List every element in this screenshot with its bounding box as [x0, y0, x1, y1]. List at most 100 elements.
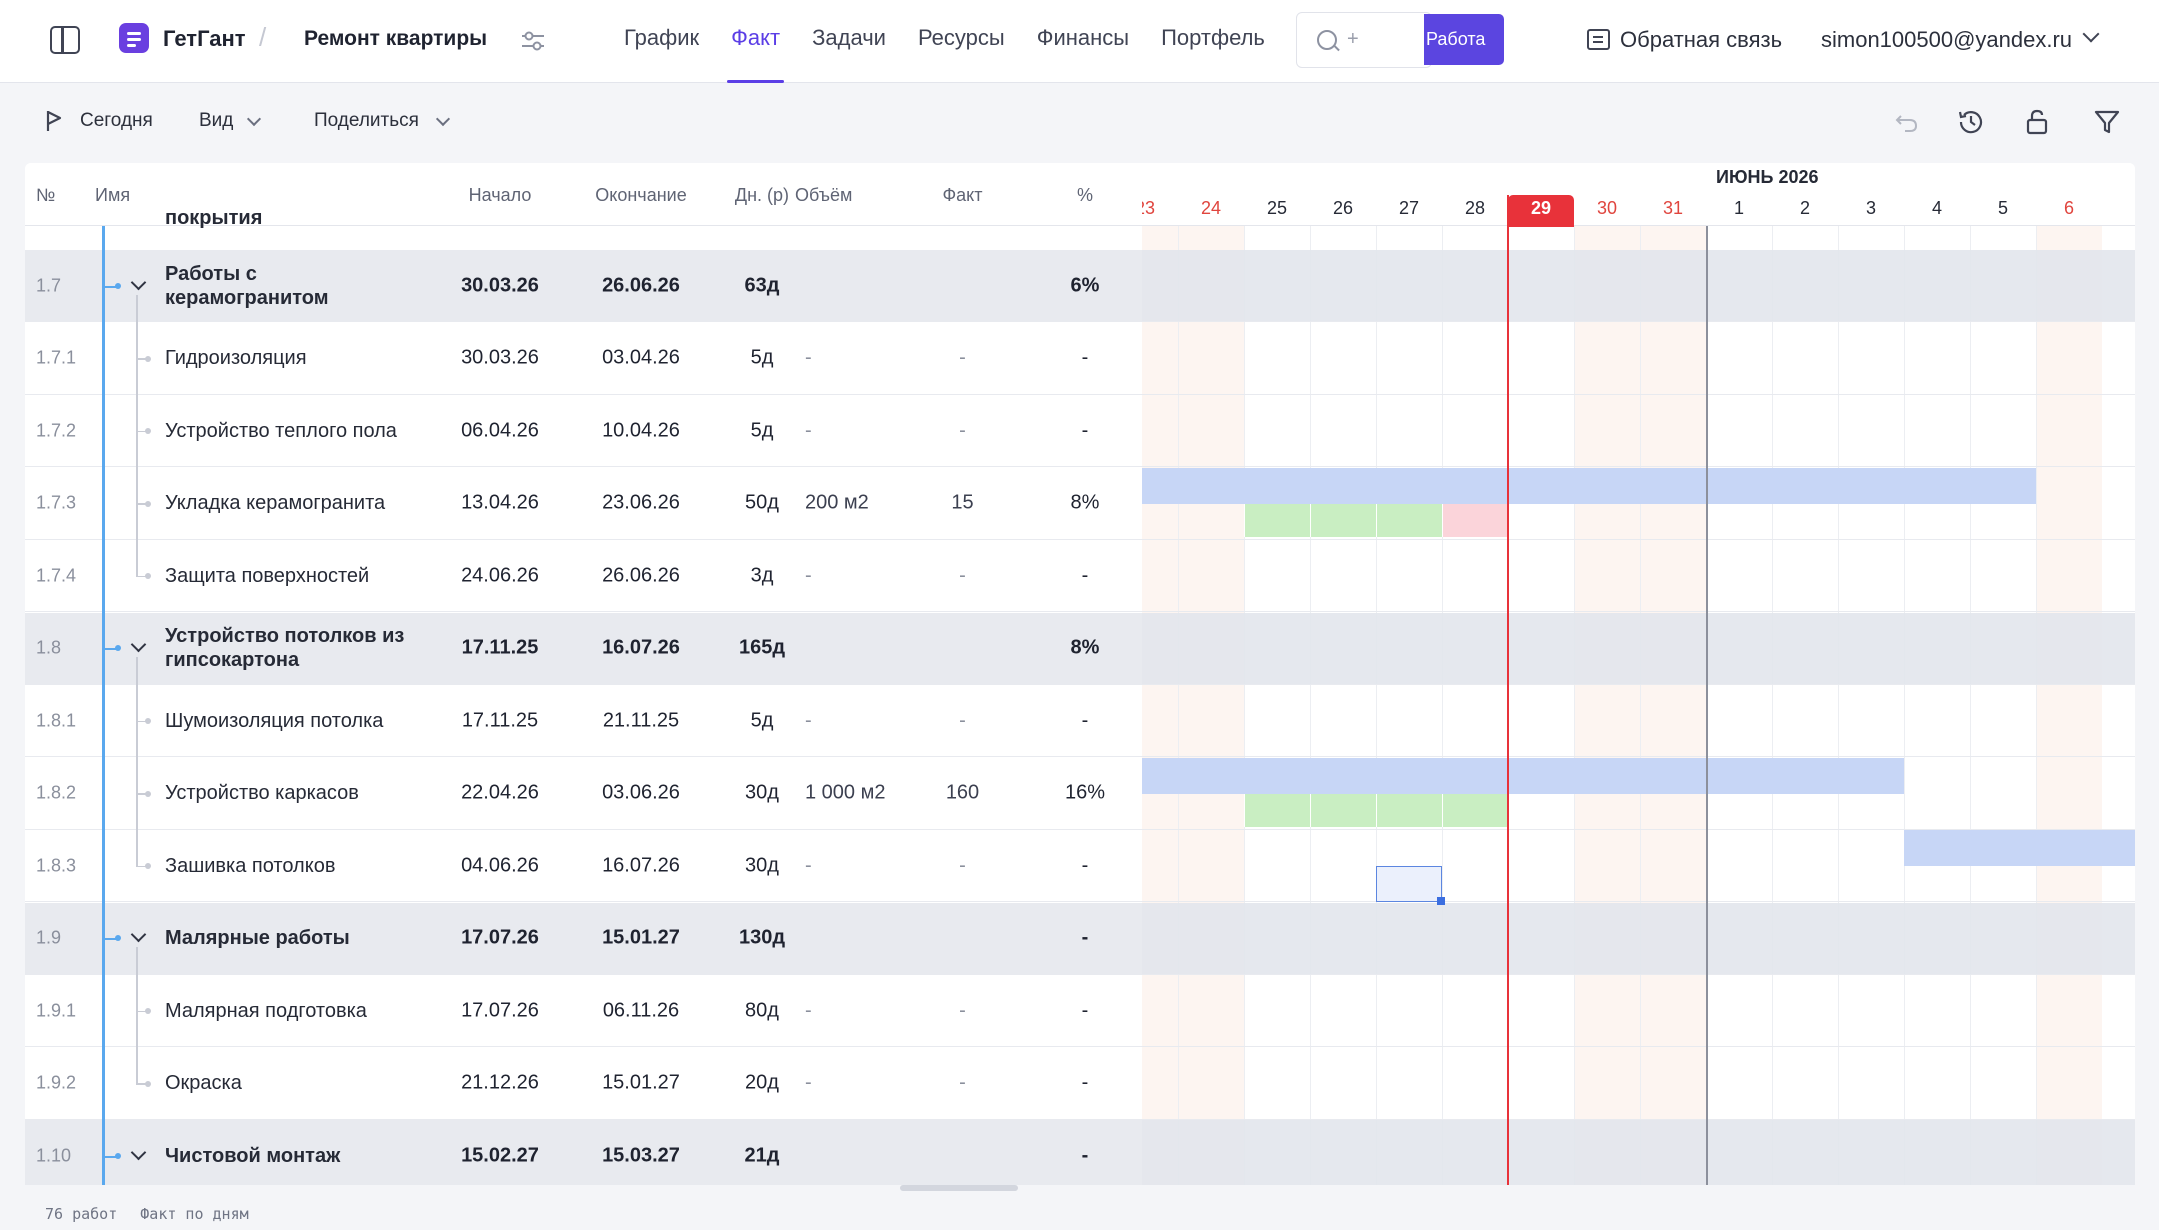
table-row[interactable]: 1.7.1 Гидроизоляция 30.03.26 03.04.26 5д - - - [25, 323, 1142, 395]
plan-value[interactable] [1376, 468, 1442, 504]
row-name[interactable]: Малярная подготовка [165, 999, 367, 1022]
plan-value[interactable] [1970, 468, 2036, 504]
filter-icon[interactable] [2092, 107, 2122, 137]
gantt-row[interactable] [1142, 1048, 2135, 1120]
fact-value[interactable] [1442, 793, 1508, 827]
view-dropdown[interactable]: Вид [199, 110, 234, 131]
plan-value[interactable] [1244, 468, 1310, 504]
nav-fact[interactable]: Факт [727, 0, 785, 83]
search-filter-tag[interactable]: Работа [1424, 14, 1504, 65]
gantt-row[interactable] [1142, 830, 2135, 905]
plan-value[interactable] [1376, 758, 1442, 794]
collapse-chevron-icon[interactable] [130, 636, 147, 653]
history-icon[interactable] [1956, 107, 1986, 137]
plan-value[interactable] [1772, 468, 1838, 504]
row-name[interactable]: Устройство теплого пола [165, 419, 397, 442]
day-column[interactable] [1640, 226, 1706, 1185]
fact-value[interactable] [1244, 503, 1310, 537]
table-row[interactable]: 1.9.2 Окраска 21.12.26 15.01.27 20д - - - [25, 1048, 1142, 1120]
fact-value[interactable] [1376, 503, 1442, 537]
row-name[interactable]: Малярные работы [165, 927, 350, 949]
day-column[interactable] [1376, 226, 1442, 1185]
chevron-down-icon[interactable] [435, 111, 451, 127]
feedback-link[interactable]: Обратная связь [1620, 27, 1783, 52]
fact-value[interactable] [1442, 503, 1508, 537]
plan-value[interactable] [1442, 758, 1508, 794]
nav-schedule[interactable]: График [624, 25, 700, 50]
plan-bar[interactable] [1142, 757, 1904, 794]
plan-value[interactable] [1706, 758, 1772, 794]
plan-value[interactable] [1310, 468, 1376, 504]
column-percent[interactable]: % [1076, 185, 1093, 205]
app-logo-icon[interactable] [119, 23, 149, 53]
nav-finance[interactable]: Финансы [1036, 25, 1130, 50]
column-name[interactable]: Имя [95, 185, 131, 205]
plan-value[interactable] [1508, 758, 1574, 794]
day-column[interactable] [1244, 226, 1310, 1185]
day-column[interactable] [1178, 226, 1244, 1185]
gantt-row[interactable] [1142, 395, 2135, 467]
flag-icon[interactable] [46, 110, 62, 132]
collapse-chevron-icon[interactable] [130, 274, 147, 290]
account-menu[interactable]: simon100500@yandex.ru [1821, 27, 2073, 52]
horizontal-scrollbar[interactable] [900, 1185, 1018, 1191]
plan-value[interactable] [1244, 758, 1310, 794]
table-row[interactable]: 1.8.2 Устройство каркасов 22.04.26 03.06.26… [25, 758, 1142, 830]
column-volume[interactable]: Объём [795, 185, 853, 205]
share-dropdown[interactable]: Поделиться [314, 110, 419, 131]
gantt-row[interactable] [1142, 1120, 2135, 1185]
gantt-row[interactable] [1142, 902, 2135, 975]
plan-value[interactable] [1508, 468, 1574, 504]
plan-value[interactable] [1838, 758, 1904, 794]
table-group-row[interactable]: 1.9 Малярные работы 17.07.26 15.01.27 130д - [25, 902, 1142, 975]
row-name[interactable]: Чистовой монтаж [165, 1144, 341, 1167]
gantt-row[interactable] [1142, 757, 2135, 830]
column-fact[interactable]: Факт [942, 185, 983, 205]
plan-value[interactable] [1904, 468, 1970, 504]
table-row[interactable]: 1.8.1 Шумоизоляция потолка 17.11.25 21.11.2… [25, 685, 1142, 757]
column-number[interactable]: № [36, 185, 56, 205]
project-name[interactable]: Ремонт квартиры [304, 27, 488, 50]
nav-tasks[interactable]: Задачи [812, 25, 886, 50]
gantt-row[interactable] [1142, 540, 2135, 612]
gantt-row[interactable] [1142, 323, 2135, 395]
day-column[interactable] [1904, 226, 1970, 1185]
row-name[interactable]: Окраска [165, 1072, 242, 1094]
selected-cell[interactable] [1376, 866, 1445, 905]
table-row[interactable]: 1.8.3 Зашивка потолков 04.06.26 16.07.26 30д… [25, 830, 1142, 902]
plan-value[interactable] [1442, 468, 1508, 504]
plan-value[interactable] [1772, 758, 1838, 794]
fact-value[interactable] [1244, 793, 1310, 827]
row-name[interactable]: Гидроизоляция [165, 347, 307, 369]
collapse-chevron-icon[interactable] [130, 1144, 147, 1160]
gantt-row[interactable] [1142, 250, 2135, 322]
day-column[interactable] [1772, 226, 1838, 1185]
row-name[interactable]: Работы с керамогранитом [165, 262, 329, 309]
gantt-row[interactable] [1142, 685, 2135, 757]
sidebar-toggle-icon[interactable] [50, 26, 80, 54]
table-group-row[interactable]: 1.10 Чистовой монтаж 15.02.27 15.03.27 21д - [25, 1120, 1142, 1185]
gantt-row[interactable] [1142, 467, 2135, 540]
settings-sliders-icon[interactable] [520, 30, 546, 52]
table-row[interactable]: 1.9.1 Малярная подготовка 17.07.26 06.11.26… [25, 975, 1142, 1047]
lock-icon[interactable] [2022, 107, 2052, 137]
column-start[interactable]: Начало [468, 185, 532, 205]
plan-value[interactable] [1310, 758, 1376, 794]
row-name[interactable]: Защита поверхностей [165, 564, 370, 587]
day-column[interactable] [1574, 226, 1640, 1185]
chevron-down-icon[interactable] [2082, 25, 2100, 43]
day-column[interactable] [1838, 226, 1904, 1185]
gantt-row[interactable] [1142, 975, 2135, 1047]
day-column[interactable] [1442, 226, 1508, 1185]
nav-portfolio[interactable]: Портфель [1161, 25, 1265, 50]
day-column[interactable] [2036, 226, 2102, 1185]
chevron-down-icon[interactable] [246, 111, 262, 127]
row-name[interactable]: Укладка керамогранита [165, 492, 386, 514]
day-column[interactable] [1310, 226, 1376, 1185]
fact-value[interactable] [1376, 793, 1442, 827]
fact-value[interactable] [1310, 503, 1376, 537]
row-name[interactable]: Шумоизоляция потолка [165, 709, 384, 732]
day-column[interactable] [1142, 226, 1178, 1185]
row-name[interactable]: Устройство потолков из гипсокартона [165, 625, 405, 671]
table-row[interactable]: 1.7.3 Укладка керамогранита 13.04.26 23.06.… [25, 468, 1142, 540]
